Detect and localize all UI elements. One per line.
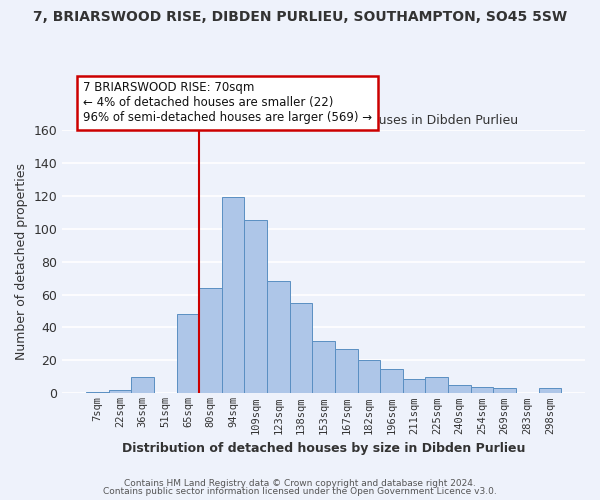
Y-axis label: Number of detached properties: Number of detached properties [15,163,28,360]
Bar [244,220,267,394]
Text: Contains public sector information licensed under the Open Government Licence v3: Contains public sector information licen… [103,487,497,496]
Bar [290,302,313,394]
Text: Contains HM Land Registry data © Crown copyright and database right 2024.: Contains HM Land Registry data © Crown c… [124,478,476,488]
Bar [199,288,222,394]
Text: 7, BRIARSWOOD RISE, DIBDEN PURLIEU, SOUTHAMPTON, SO45 5SW: 7, BRIARSWOOD RISE, DIBDEN PURLIEU, SOUT… [33,10,567,24]
Bar [471,387,493,394]
Bar [493,388,516,394]
Bar [222,198,244,394]
Bar [131,377,154,394]
X-axis label: Distribution of detached houses by size in Dibden Purlieu: Distribution of detached houses by size … [122,442,526,455]
Text: 7 BRIARSWOOD RISE: 70sqm
← 4% of detached houses are smaller (22)
96% of semi-de: 7 BRIARSWOOD RISE: 70sqm ← 4% of detache… [83,82,373,124]
Bar [539,388,561,394]
Bar [86,392,109,394]
Bar [380,368,403,394]
Bar [448,385,471,394]
Title: Size of property relative to detached houses in Dibden Purlieu: Size of property relative to detached ho… [129,114,518,127]
Bar [358,360,380,394]
Bar [335,349,358,394]
Bar [267,282,290,394]
Bar [176,314,199,394]
Bar [109,390,131,394]
Bar [313,340,335,394]
Bar [403,378,425,394]
Bar [425,377,448,394]
